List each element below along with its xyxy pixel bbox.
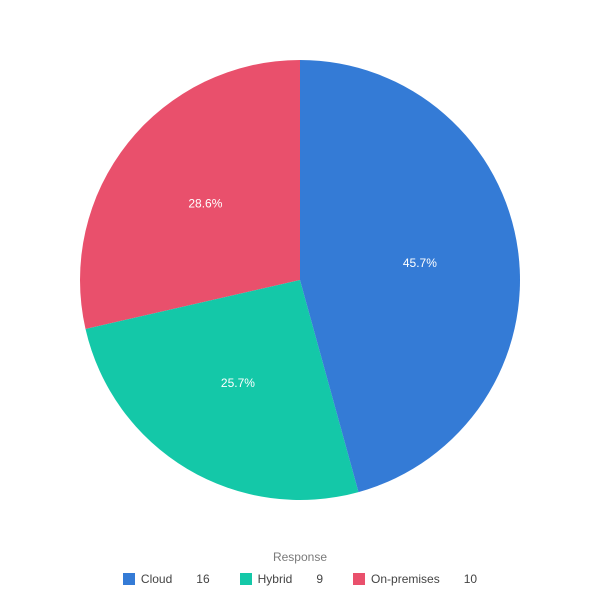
legend-swatch (240, 573, 252, 585)
legend-count: 10 (464, 572, 477, 586)
pie-chart-container: 28.6% 25.7% 45.7% Response Cloud 16 Hybrid 9 O… (0, 0, 600, 600)
legend-title: Response (0, 550, 600, 564)
legend-label: Cloud (141, 572, 172, 586)
legend-item: On-premises 10 (353, 572, 477, 586)
legend-swatch (353, 573, 365, 585)
legend-item: Cloud 16 (123, 572, 210, 586)
pie-chart: 28.6% 25.7% 45.7% (0, 0, 600, 600)
legend-item: Hybrid 9 (240, 572, 323, 586)
legend-count: 9 (316, 572, 323, 586)
legend-swatch (123, 573, 135, 585)
legend-label: Hybrid (258, 572, 293, 586)
legend-count: 16 (196, 572, 209, 586)
slice-label-on_premises: 28.6% (188, 197, 222, 211)
slice-label-cloud: 45.7% (403, 256, 437, 270)
slice-label-hybrid: 25.7% (221, 376, 255, 390)
legend-label: On-premises (371, 572, 440, 586)
legend-row: Cloud 16 Hybrid 9 On-premises 10 (0, 572, 600, 586)
